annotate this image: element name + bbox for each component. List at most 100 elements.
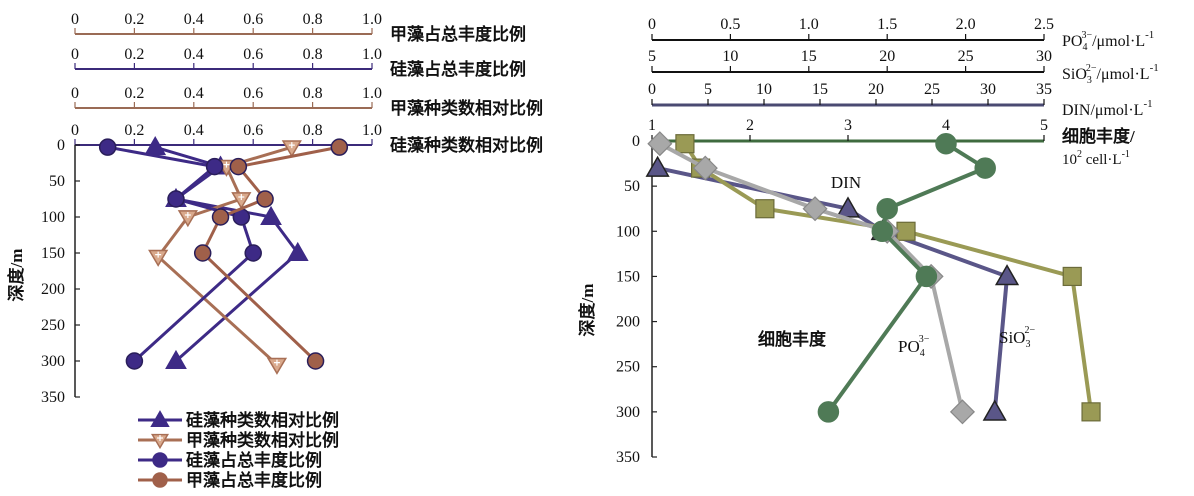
- top-axis-tick-label: 0.5: [720, 16, 740, 33]
- data-point: [148, 249, 169, 267]
- legend-item: 硅藻占总丰度比例: [138, 450, 322, 470]
- data-point-shape: [231, 192, 252, 210]
- data-point: [281, 140, 302, 158]
- series-line-2: [107, 145, 255, 363]
- legend-item: 甲藻种类数相对比例: [138, 430, 339, 450]
- legend-marker-shape: [152, 472, 168, 488]
- axis-label-sio3: SiO32−/μmol·L-1: [1062, 62, 1159, 86]
- legend-label: 甲藻占总丰度比例: [186, 470, 322, 490]
- y-axis-tick-label: 150: [41, 245, 65, 262]
- y-axis-tick-label: 0: [57, 137, 65, 154]
- data-point: [994, 264, 1020, 286]
- top-axis-tick-label: 0.6: [243, 46, 263, 63]
- data-point-shape: [935, 132, 957, 155]
- label-part: 10: [1062, 152, 1077, 168]
- y-axis-tick-label: 350: [616, 449, 640, 466]
- top-axis-tick-label: 3: [844, 117, 852, 134]
- y-axis-tick-label: 50: [624, 178, 640, 195]
- data-point-shape: [982, 399, 1007, 421]
- data-point: [229, 157, 248, 176]
- legend-marker: [152, 472, 168, 488]
- legend-label: 硅藻种类数相对比例: [186, 410, 339, 430]
- data-point: [177, 210, 198, 228]
- data-point: [645, 155, 670, 177]
- data-point-shape: [802, 196, 828, 222]
- data-point: [244, 244, 262, 262]
- top-axis-tick-label: 1.0: [362, 11, 382, 28]
- data-point: [266, 357, 288, 375]
- y-axis-label: 深度/m: [6, 249, 26, 302]
- top-axis-tick-label: 0.2: [124, 11, 144, 28]
- y-axis-tick-label: 200: [616, 314, 640, 331]
- legend-marker-plus: [157, 435, 163, 441]
- data-point: [935, 132, 957, 155]
- top-axis-tick-label: 0.4: [184, 122, 204, 139]
- data-point: [125, 352, 144, 370]
- data-point-shape: [755, 199, 775, 219]
- series-line-1: [156, 145, 293, 366]
- data-point-shape: [165, 349, 187, 369]
- data-point: [871, 220, 894, 243]
- data-point-shape: [1062, 266, 1082, 287]
- data-point-shape: [177, 210, 198, 228]
- data-point: [915, 265, 938, 288]
- legend-item: 甲藻占总丰度比例: [138, 470, 322, 490]
- data-point: [306, 352, 325, 370]
- annotation-sio3: SiO3 2−: [999, 325, 1035, 350]
- data-point: [974, 157, 996, 179]
- top-axis-tick-label: 20: [868, 81, 884, 98]
- top-axis-tick-label: 0.2: [124, 85, 144, 102]
- top-axis-tick-label: 20: [879, 48, 895, 65]
- top-axis-tick-label: 1: [648, 117, 656, 134]
- y-axis-tick-label: 200: [41, 281, 65, 298]
- data-point: [817, 401, 840, 423]
- data-point: [876, 197, 898, 220]
- y-axis-tick-label: 250: [41, 317, 65, 334]
- data-point-shape: [915, 265, 938, 288]
- annotation-din: DIN: [831, 173, 861, 192]
- top-axis-tick-label: 30: [980, 81, 996, 98]
- series-line-0: [154, 145, 300, 363]
- legend-marker-shape: [150, 433, 170, 450]
- data-point-shape: [211, 208, 230, 226]
- top-axis-tick-label: 1.0: [362, 122, 382, 139]
- legend-marker: [150, 410, 170, 428]
- data-point: [1062, 266, 1082, 287]
- data-point-shape: [994, 264, 1020, 286]
- top-axis-tick-label: 0: [71, 122, 79, 139]
- top-axis-tick-label: 0.8: [303, 46, 323, 63]
- data-point-shape: [871, 220, 894, 243]
- data-point-shape: [306, 352, 325, 370]
- data-point-plus: [184, 212, 191, 218]
- legend-marker: [150, 433, 170, 450]
- top-axis-tick-label: 0.8: [303, 85, 323, 102]
- top-axis-tick-label: 10: [756, 81, 772, 98]
- data-point: [330, 138, 349, 156]
- data-point: [949, 399, 976, 425]
- top-axis-tick-label: 0.4: [184, 46, 204, 63]
- data-point-shape: [675, 134, 695, 154]
- axis-label-po4: PO43−/μmol·L-1: [1062, 29, 1154, 53]
- axis-label-din: DIN/μmol·L-1: [1062, 98, 1153, 119]
- top-axis-tick-label: 1.5: [877, 16, 897, 33]
- top-axis-tick-label: 2.0: [956, 16, 976, 33]
- data-point-plus: [288, 142, 295, 149]
- top-axis-tick-label: 1.0: [362, 46, 382, 63]
- data-point-shape: [205, 157, 224, 176]
- top-axis-tick-label: 0.2: [124, 46, 144, 63]
- top-axis-tick-label: 15: [801, 48, 817, 65]
- y-axis-tick-label: 100: [41, 209, 65, 226]
- top-axis-tick-label: 0: [71, 46, 79, 63]
- y-axis-tick-label: 300: [41, 353, 65, 370]
- data-point-shape: [692, 155, 718, 181]
- legend-marker-shape: [152, 452, 168, 468]
- data-point-plus: [223, 161, 230, 168]
- label-part: /μmol·L: [1097, 66, 1150, 83]
- label-exp: 2: [1077, 149, 1082, 160]
- top-axis-tick-label: 0.6: [243, 122, 263, 139]
- label-exp: -1: [1145, 29, 1154, 41]
- top-axis-tick-label: 0.2: [124, 122, 144, 139]
- annotation-cell: 细胞丰度: [758, 329, 827, 349]
- top-axis-tick-label: 0.8: [303, 122, 323, 139]
